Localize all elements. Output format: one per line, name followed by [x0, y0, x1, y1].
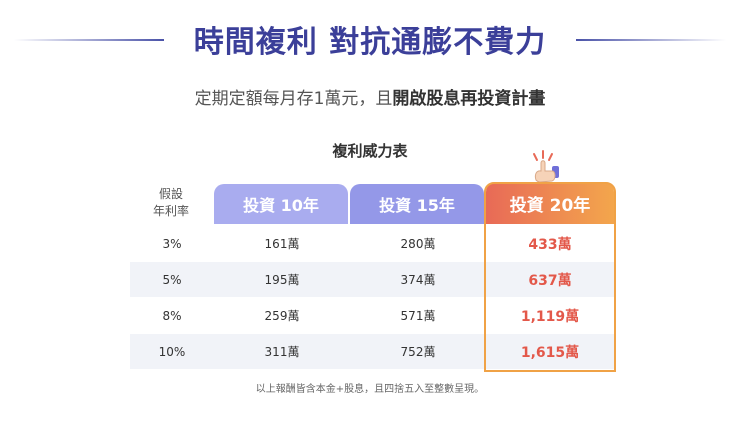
headline-divider-left	[14, 39, 164, 41]
rate-column-header: 假設 年利率	[130, 186, 212, 222]
column-header-20-years: 投資 20年	[486, 182, 614, 224]
subheadline: 定期定額每月存1萬元，且開啟股息再投資計畫	[0, 84, 740, 109]
rate-cell: 5%	[162, 272, 182, 287]
value-15-years-cell: 571萬	[400, 309, 436, 323]
value-20-years-cell: 1,615萬	[520, 344, 580, 361]
value-15-years-cell: 280萬	[400, 237, 436, 251]
value-20-years-cell: 637萬	[528, 272, 572, 289]
table-row: 8% 259萬 571萬 1,119萬	[130, 298, 614, 333]
table-row: 3% 161萬 280萬 433萬	[130, 226, 614, 261]
table-title: 複利威力表	[332, 142, 408, 160]
column-header-15-years: 投資 15年	[350, 184, 484, 224]
value-10-years-cell: 259萬	[264, 309, 300, 323]
value-10-years-cell: 311萬	[264, 345, 300, 359]
rate-header-line1: 假設	[158, 187, 183, 201]
table-row: 5% 195萬 374萬 637萬	[130, 262, 614, 297]
headline-row: 時間複利 對抗通膨不費力	[0, 14, 740, 64]
headline-divider-right	[576, 39, 726, 41]
table-row: 10% 311萬 752萬 1,615萬	[130, 334, 614, 369]
value-15-years-cell: 374萬	[400, 273, 436, 287]
subheadline-emphasis: 開啟股息再投資計畫	[392, 89, 546, 109]
value-20-years-cell: 433萬	[528, 236, 572, 253]
subheadline-text: 定期定額每月存1萬元，且	[194, 89, 393, 109]
rate-cell: 3%	[162, 236, 182, 251]
rate-header-line2: 年利率	[152, 204, 189, 218]
value-15-years-cell: 752萬	[400, 345, 436, 359]
column-header-10-years: 投資 10年	[214, 184, 348, 224]
pointing-hand-icon	[533, 150, 559, 183]
rate-cell: 10%	[158, 344, 186, 359]
rate-cell: 8%	[162, 308, 182, 323]
value-10-years-cell: 195萬	[264, 273, 300, 287]
footnote: 以上報酬皆含本金+股息，且四捨五入至整數呈現。	[255, 384, 485, 395]
value-10-years-cell: 161萬	[264, 237, 300, 251]
value-20-years-cell: 1,119萬	[520, 308, 580, 325]
headline: 時間複利 對抗通膨不費力	[193, 25, 547, 60]
